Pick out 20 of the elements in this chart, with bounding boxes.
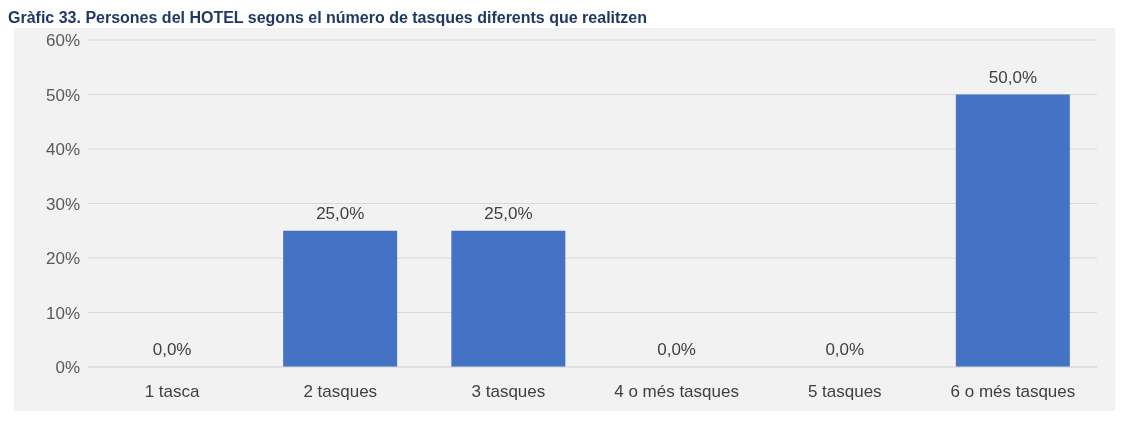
chart-title: Gràfic 33. Persones del HOTEL segons el número de tasques diferents que realitzen: [8, 8, 648, 28]
data-label: 25,0%: [484, 203, 533, 223]
data-label: 50,0%: [988, 67, 1038, 87]
y-tick-label: 20%: [45, 249, 80, 269]
y-tick-label: 50%: [45, 85, 80, 105]
data-label: 0,0%: [152, 340, 192, 359]
y-tick-label: 0%: [55, 358, 80, 378]
data-label: 0,0%: [825, 340, 865, 359]
x-tick-label: 5 tasques: [807, 382, 882, 402]
data-label: 0,0%: [657, 340, 696, 359]
x-tick-label: 3 tasques: [471, 382, 546, 402]
x-tick-label: 2 tasques: [303, 382, 378, 402]
x-tick-label: 4 o més tasques: [614, 382, 739, 402]
x-tick-label: 1 tasca: [144, 382, 201, 402]
x-tick-label: 6 o més tasques: [950, 382, 1076, 402]
y-tick-label: 40%: [45, 140, 80, 160]
y-tick-label: 10%: [45, 303, 80, 323]
data-label: 25,0%: [316, 203, 365, 223]
y-tick-label: 30%: [45, 194, 80, 214]
y-tick-label: 60%: [45, 31, 80, 51]
